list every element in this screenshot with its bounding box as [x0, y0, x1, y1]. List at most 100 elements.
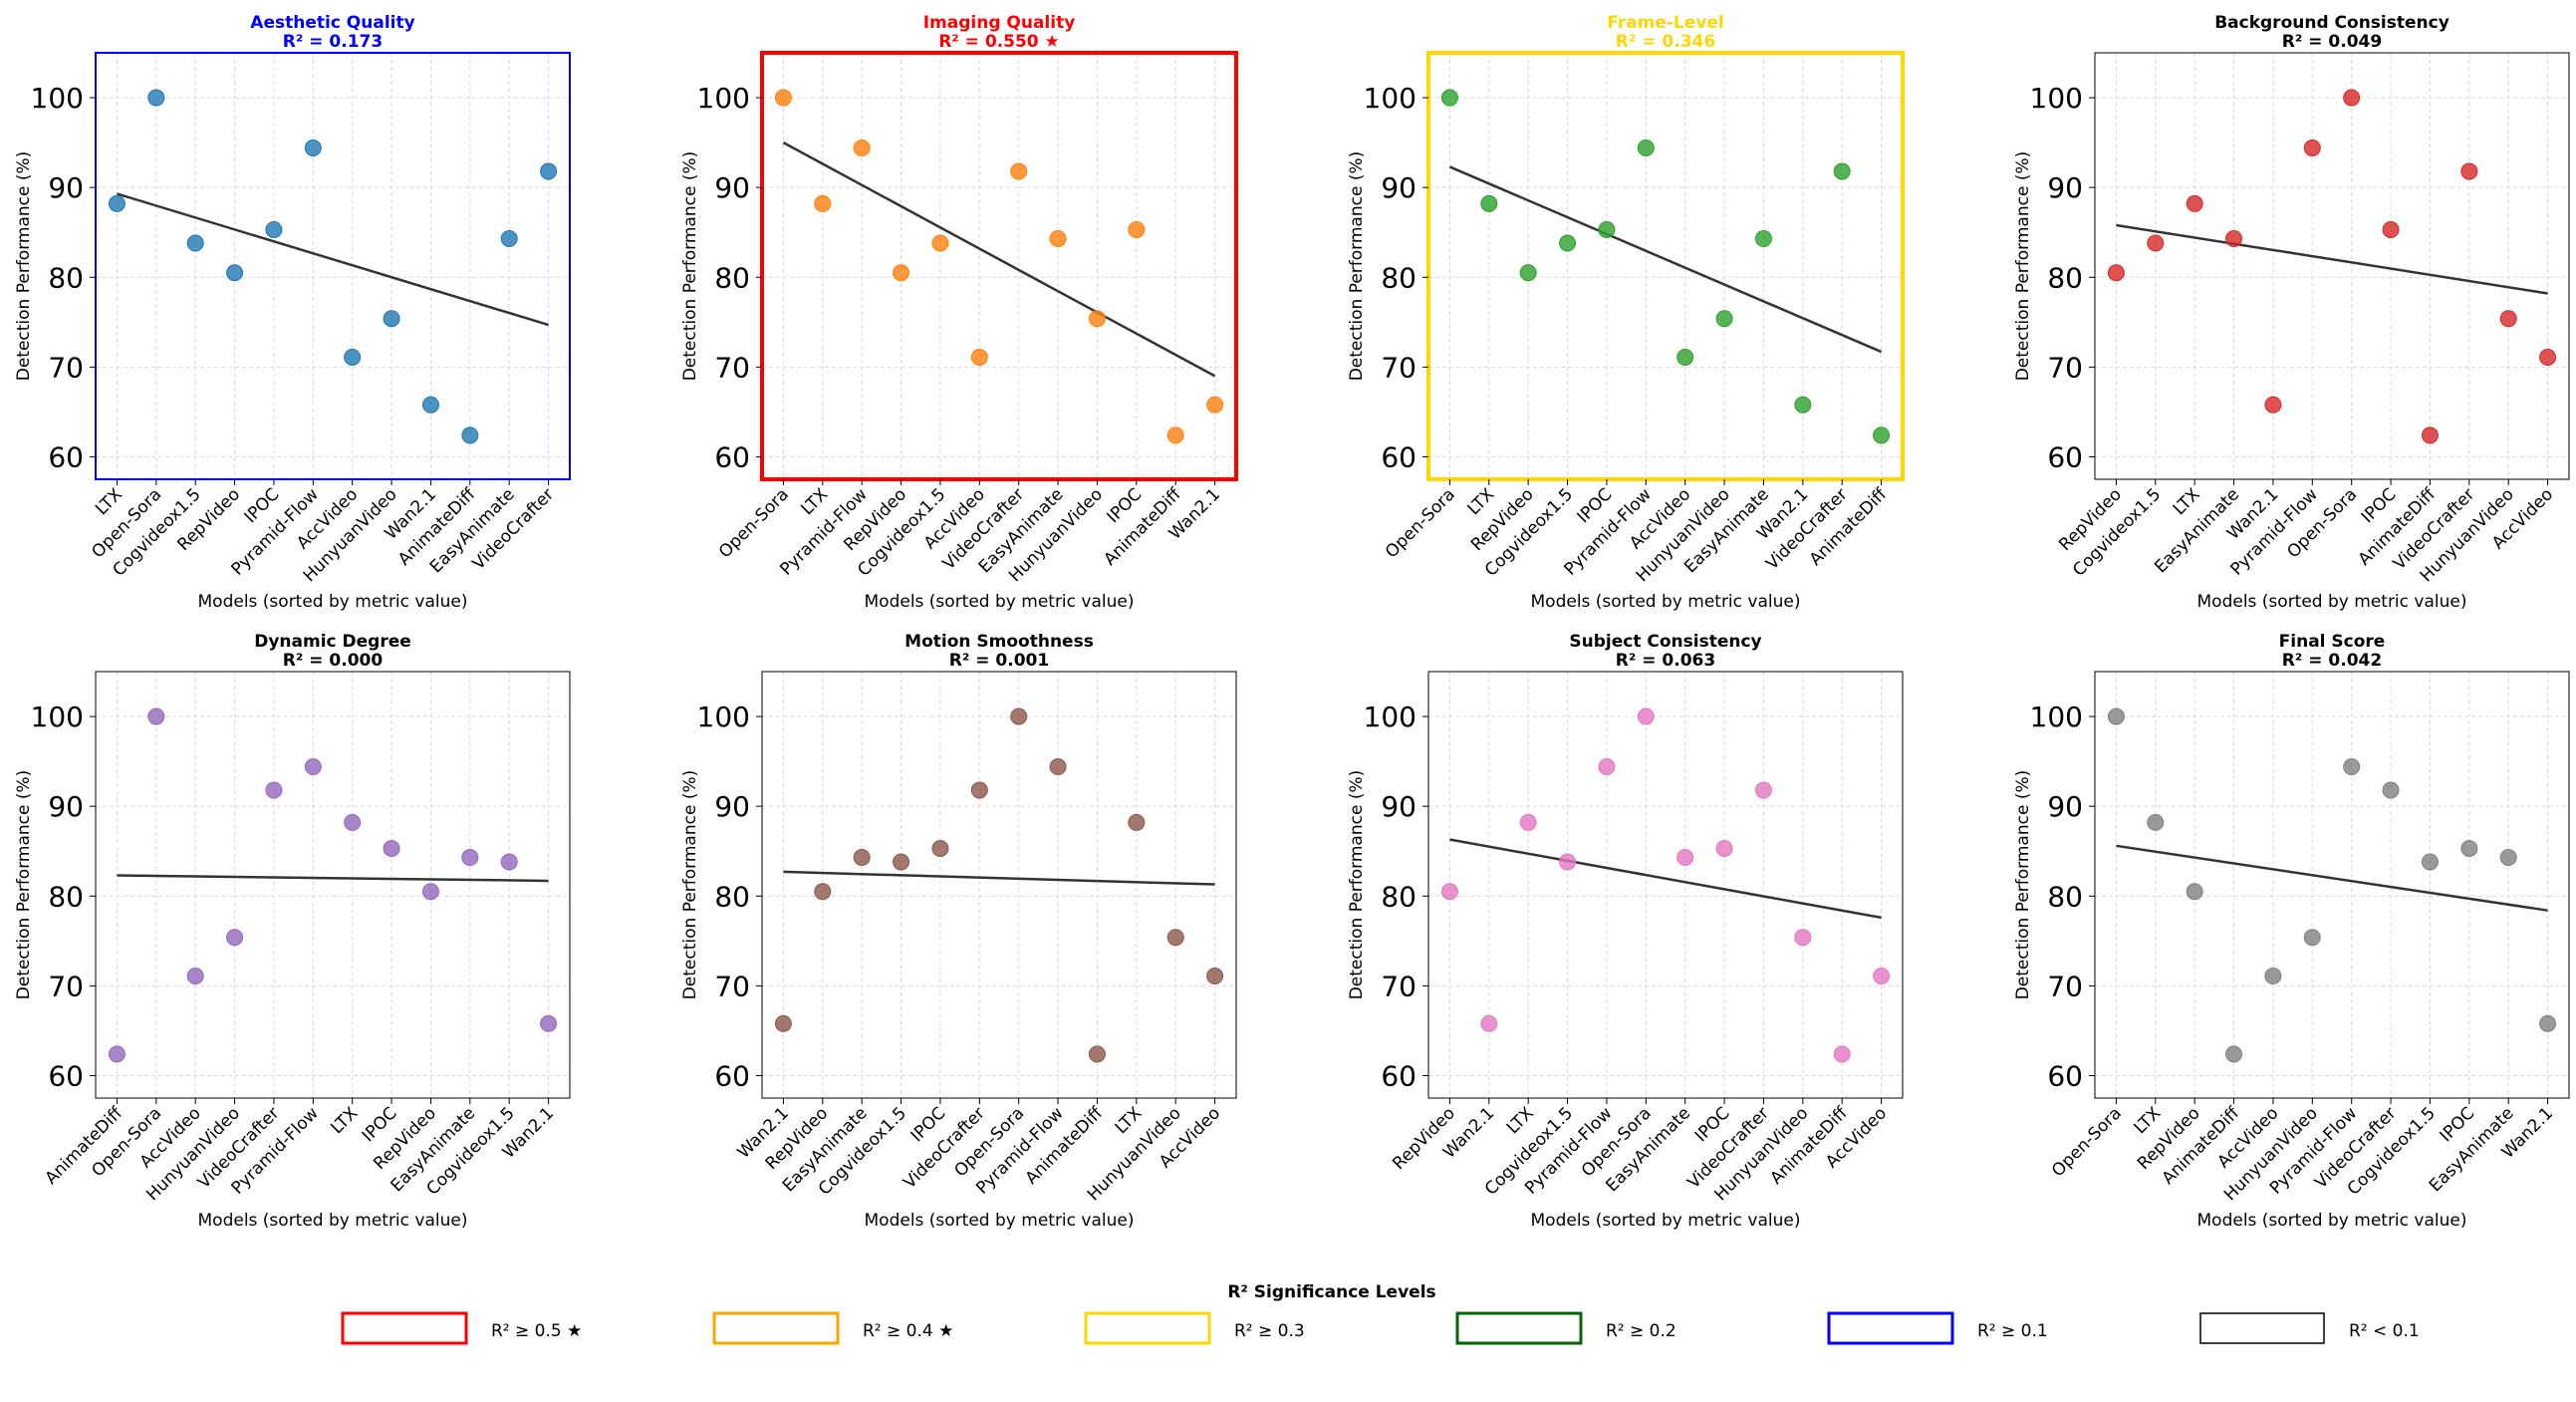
- data-point: [2499, 849, 2517, 867]
- data-point: [2460, 162, 2478, 180]
- data-point: [108, 194, 126, 212]
- data-point: [1559, 234, 1577, 252]
- x-axis-label: Models (sorted by metric value): [1531, 592, 1801, 612]
- legend-swatch: [712, 1311, 840, 1345]
- legend-label: R² ≥ 0.1: [1977, 1321, 2048, 1341]
- data-point: [265, 221, 283, 239]
- plot-frame: [2094, 671, 2570, 1099]
- y-tick-label: 100: [1364, 82, 1417, 115]
- data-point: [2107, 707, 2125, 725]
- data-point: [1598, 758, 1616, 776]
- y-tick-label: 90: [1381, 790, 1417, 823]
- y-tick-label: 90: [2047, 171, 2083, 204]
- y-tick-label: 70: [1381, 970, 1417, 1002]
- y-tick-label: 60: [1381, 440, 1417, 473]
- data-point: [1676, 348, 1694, 366]
- trend-line: [117, 874, 549, 883]
- r2-label: R² = 0.550 ★: [938, 32, 1060, 52]
- data-point: [2225, 230, 2243, 248]
- y-tick-label: 100: [2030, 82, 2083, 115]
- trend-line: [117, 192, 549, 327]
- y-tick-label: 60: [48, 440, 84, 473]
- y-tick-label: 80: [2047, 261, 2083, 294]
- data-point: [421, 396, 439, 414]
- data-point: [1873, 967, 1891, 984]
- data-point: [814, 194, 832, 212]
- data-point: [2225, 1045, 2243, 1063]
- data-point: [2186, 883, 2203, 901]
- data-point: [2264, 967, 2282, 984]
- data-point: [1637, 140, 1655, 157]
- y-tick-label: 80: [48, 261, 84, 294]
- plot-frame: [1427, 671, 1904, 1099]
- data-point: [1715, 840, 1733, 858]
- data-point: [1519, 813, 1537, 831]
- data-point: [893, 264, 910, 282]
- x-axis-label: Models (sorted by metric value): [2197, 592, 2467, 612]
- data-point: [2147, 234, 2165, 252]
- data-point: [344, 348, 362, 366]
- data-point: [186, 234, 204, 252]
- plot-frame: [761, 671, 1237, 1099]
- data-point: [2421, 853, 2439, 871]
- y-tick-label: 70: [1381, 351, 1417, 384]
- chart-title: Frame-Level: [1607, 13, 1723, 33]
- data-point: [2382, 221, 2400, 239]
- data-point: [1049, 758, 1067, 776]
- y-axis-label: Detection Performance (%): [14, 770, 34, 1000]
- data-point: [1128, 221, 1146, 239]
- data-point: [2539, 348, 2557, 366]
- r2-label: R² = 0.063: [1616, 651, 1715, 671]
- r2-label: R² = 0.346: [1616, 32, 1715, 52]
- data-point: [1833, 1045, 1851, 1063]
- y-tick-label: 80: [714, 261, 750, 294]
- y-tick-label: 60: [48, 1059, 84, 1092]
- legend-label: R² ≥ 0.2: [1606, 1321, 1676, 1341]
- data-point: [2382, 781, 2400, 799]
- data-point: [2107, 264, 2125, 282]
- y-axis-label: Detection Performance (%): [14, 151, 34, 382]
- y-tick-label: 60: [1381, 1059, 1417, 1092]
- y-tick-label: 90: [48, 171, 84, 204]
- data-point: [1637, 707, 1655, 725]
- x-tick-label: Open-Sora: [1382, 484, 1459, 562]
- data-point: [814, 883, 832, 901]
- legend-swatch: [1455, 1311, 1583, 1345]
- y-tick-label: 60: [2047, 440, 2083, 473]
- r2-label: R² = 0.001: [949, 651, 1049, 671]
- y-tick-label: 80: [48, 880, 84, 913]
- legend-swatch: [1827, 1311, 1954, 1345]
- x-axis-label: Models (sorted by metric value): [1531, 1211, 1801, 1231]
- data-point: [2343, 89, 2361, 107]
- y-axis-label: Detection Performance (%): [680, 151, 700, 382]
- data-point: [383, 310, 400, 328]
- data-point: [1088, 1045, 1106, 1063]
- data-point: [461, 426, 479, 444]
- data-point: [853, 849, 871, 867]
- y-axis-label: Detection Performance (%): [680, 770, 700, 1000]
- x-axis-label: Models (sorted by metric value): [865, 1211, 1135, 1231]
- r2-label: R² = 0.042: [2282, 651, 2382, 671]
- data-point: [1010, 162, 1028, 180]
- data-point: [1873, 426, 1891, 444]
- data-point: [1833, 162, 1851, 180]
- x-tick-label: LTX: [327, 1103, 362, 1138]
- x-tick-label: Open-Sora: [715, 484, 793, 562]
- chart-title: Background Consistency: [2214, 13, 2449, 33]
- legend-title: R² Significance Levels: [1227, 1282, 1435, 1302]
- data-point: [108, 1045, 126, 1063]
- data-point: [2539, 1014, 2557, 1032]
- r2-label: R² = 0.000: [283, 651, 384, 671]
- data-point: [1480, 194, 1498, 212]
- data-point: [2147, 813, 2165, 831]
- data-point: [931, 234, 949, 252]
- trend-line: [783, 870, 1215, 886]
- legend-swatch: [341, 1311, 468, 1345]
- data-point: [2343, 758, 2361, 776]
- data-point: [1088, 310, 1106, 328]
- chart-title: Subject Consistency: [1569, 632, 1761, 652]
